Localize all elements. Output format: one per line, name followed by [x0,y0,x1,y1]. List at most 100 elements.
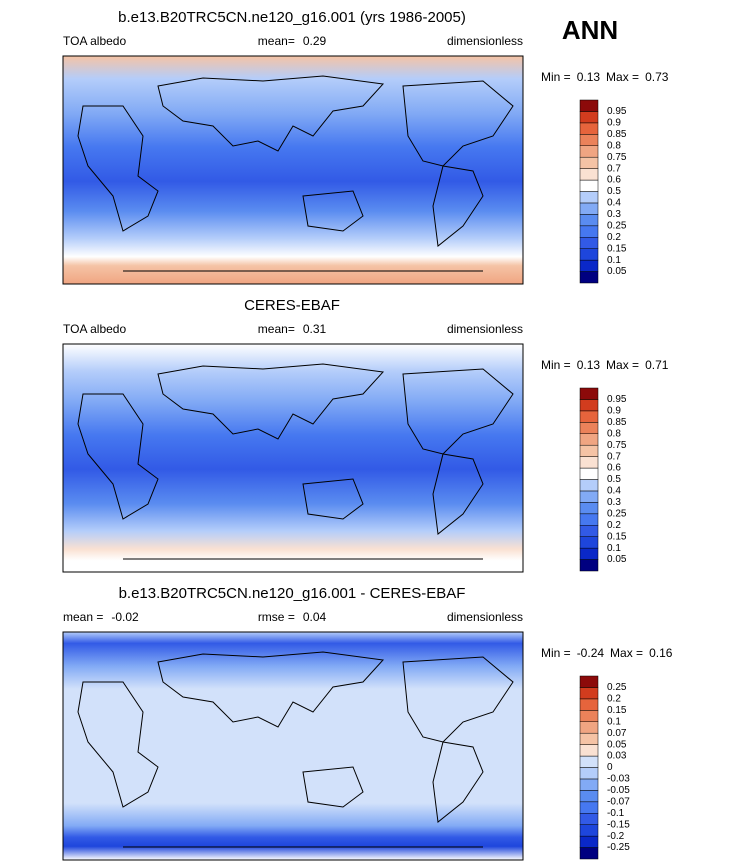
colorbar-box [579,456,599,469]
subtitle: TOA albedo [63,34,126,48]
max-label: Max = [606,358,639,372]
colorbar-label: 0.2 [607,520,621,531]
subtitle-value: 0.29 [303,34,327,48]
colorbar-label: 0.1 [607,543,621,554]
colorbar-box [579,237,599,249]
panel-title: CERES-EBAF [244,297,340,314]
colorbar-label: 0.7 [607,163,621,174]
colorbar-box [579,801,599,814]
colorbar-label: 0.95 [607,106,627,117]
max-value: 0.71 [645,358,669,372]
colorbar-label: 0.8 [607,140,621,151]
colorbar-label: 0.25 [607,508,627,519]
max-value: 0.16 [649,646,673,660]
subtitle: dimensionless [447,322,523,336]
colorbar-box [579,156,599,169]
map [62,55,524,285]
colorbar-label: 0.2 [607,694,621,705]
panel-title: b.e13.B20TRC5CN.ne120_g16.001 (yrs 1986-… [118,9,466,26]
subtitle: mean= 0.29 [258,34,327,48]
panel-title: b.e13.B20TRC5CN.ne120_g16.001 - CERES-EB… [119,585,466,602]
subtitle: mean = -0.02 [63,610,139,624]
colorbar-box [579,202,599,215]
colorbar-box [579,248,599,261]
min-max: Min = 0.13 Max = 0.73 [541,70,669,84]
colorbar-label: 0.1 [607,716,621,727]
colorbar-box [579,145,599,158]
colorbar-label: 0.8 [607,428,621,439]
max-value: 0.73 [645,70,669,84]
colorbar-label: 0.75 [607,440,627,451]
colorbar-box [579,732,599,745]
colorbar-label: 0.05 [607,739,627,750]
colorbar-box [579,536,599,549]
colorbar-box [579,710,599,722]
colorbar-label: 0.1 [607,255,621,266]
colorbar-label: 0.2 [607,232,621,243]
colorbar-label: 0.4 [607,198,621,209]
colorbar-label: -0.1 [607,808,625,819]
colorbar-box [579,225,599,238]
colorbar-box [579,399,599,412]
min-max: Min = 0.13 Max = 0.71 [541,358,669,372]
colorbar-box [579,433,599,446]
colorbar-box [579,755,599,768]
colorbar-box [579,387,599,400]
colorbar-label: 0.05 [607,266,627,277]
map-field [62,631,524,861]
colorbar-box [579,744,599,757]
subtitle-label: dimensionless [447,34,523,48]
subtitle-value: -0.02 [111,610,139,624]
subtitle-value: 0.04 [303,610,327,624]
colorbar-box [579,214,599,227]
colorbar-label: 0.15 [607,531,627,542]
colorbar-box [579,422,599,434]
colorbar-label: -0.2 [607,831,625,842]
colorbar-box [579,767,599,780]
subtitle: dimensionless [447,34,523,48]
max-label: Max = [610,646,643,660]
colorbar-box [579,675,599,688]
colorbar-label: 0.05 [607,554,627,565]
colorbar-label: 0.3 [607,497,621,508]
colorbar-box [579,259,599,272]
colorbar-box [579,479,599,492]
colorbar-box [579,721,599,734]
colorbar-label: 0.6 [607,463,621,474]
colorbar-label: 0.95 [607,394,627,405]
subtitle: rmse = 0.04 [258,610,327,624]
colorbar-box [579,99,599,112]
colorbar-box [579,467,599,480]
min-label: Min = [541,358,571,372]
colorbar-label: 0.03 [607,751,627,762]
colorbar-box [579,134,599,146]
colorbar-box [579,525,599,537]
colorbar-box [579,835,599,848]
subtitle: dimensionless [447,610,523,624]
colorbar-label: -0.25 [607,842,630,853]
colorbar-label: -0.15 [607,819,630,830]
colorbar-box [579,813,599,825]
colorbar-label: -0.05 [607,785,630,796]
map-field [62,343,524,573]
max-label: Max = [606,70,639,84]
subtitle: mean= 0.31 [258,322,327,336]
colorbar-label: 0.4 [607,486,621,497]
colorbar-box [579,559,599,572]
min-value: 0.13 [577,358,601,372]
colorbar-label: 0.75 [607,152,627,163]
subtitle-label: dimensionless [447,610,523,624]
min-label: Min = [541,70,571,84]
colorbar-box [579,502,599,515]
subtitle-value: 0.31 [303,322,327,336]
subtitle: TOA albedo [63,322,126,336]
colorbar-box [579,410,599,423]
colorbar-box [579,444,599,457]
colorbar-box [579,179,599,192]
colorbar-box [579,687,599,700]
colorbar-label: 0.15 [607,705,627,716]
colorbar-box [579,122,599,135]
season-label: ANN [562,15,618,45]
colorbar-label: 0.07 [607,728,627,739]
